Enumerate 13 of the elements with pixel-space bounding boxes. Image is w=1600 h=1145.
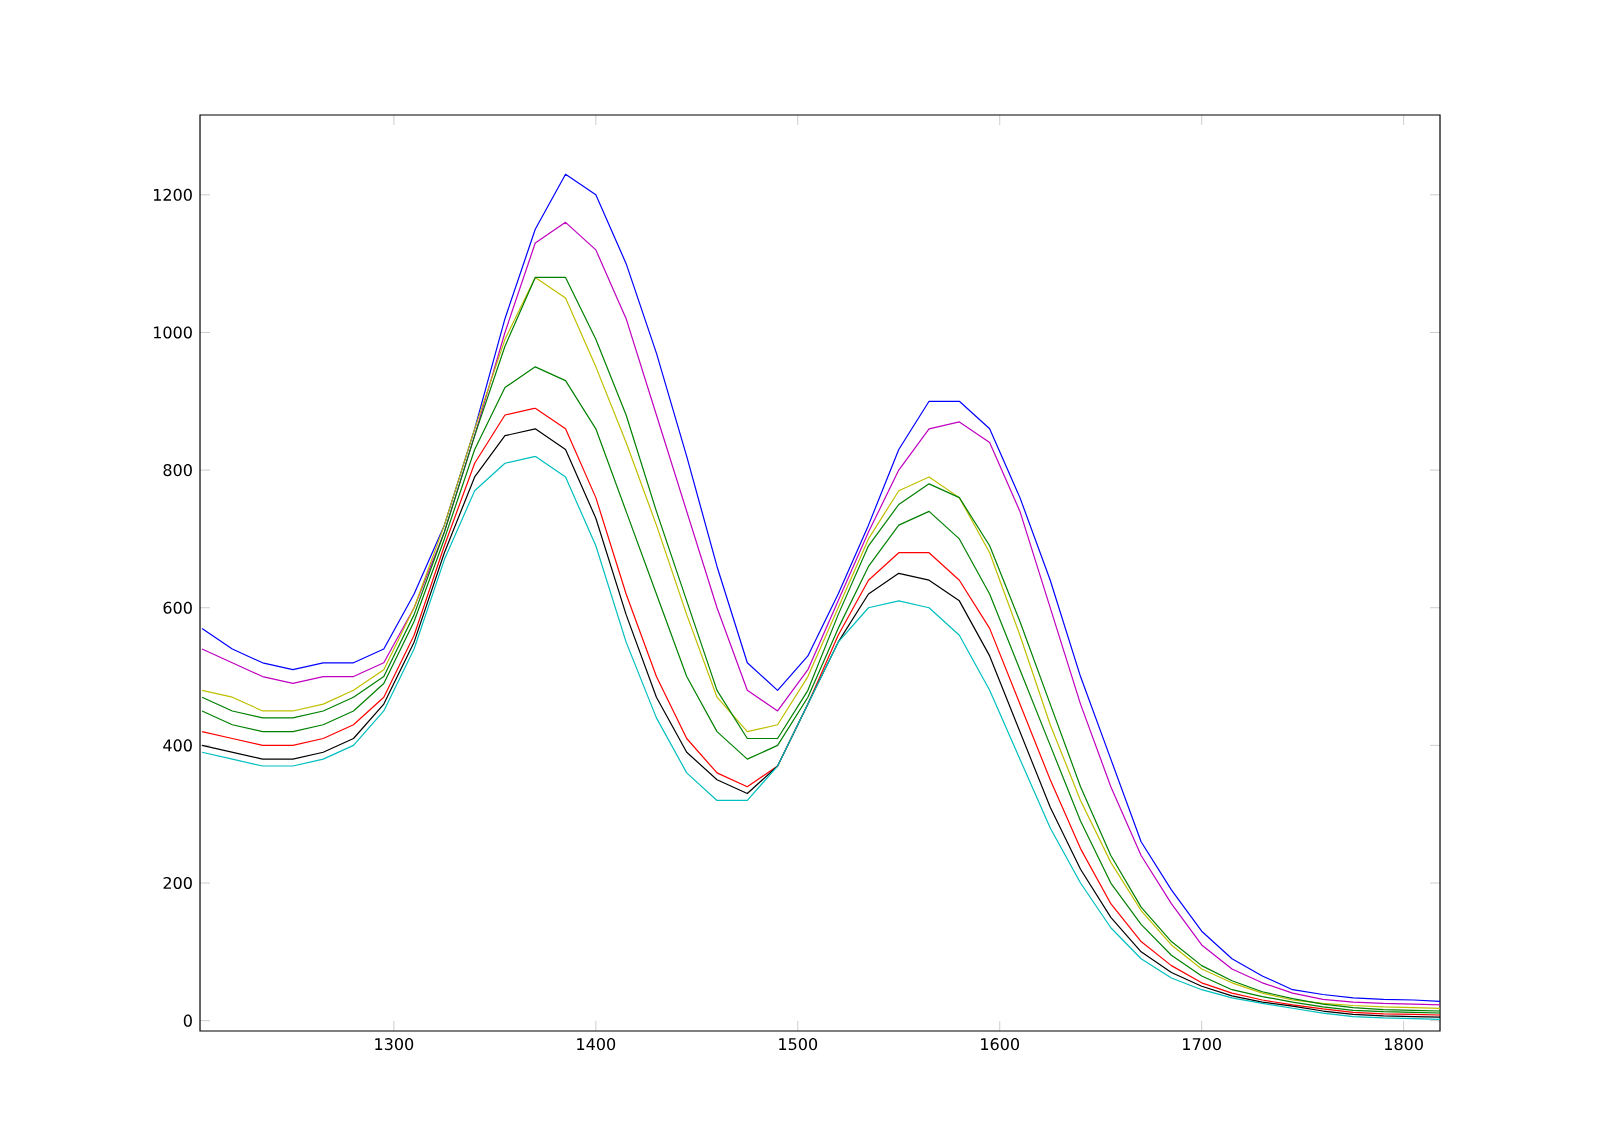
y-tick-label: 200 bbox=[163, 876, 192, 890]
x-tick-label: 1500 bbox=[779, 1038, 818, 1051]
x-tick-label: 1800 bbox=[1385, 1038, 1423, 1051]
x-tick-label: 1400 bbox=[577, 1038, 616, 1051]
x-tick-label: 1700 bbox=[1183, 1038, 1221, 1051]
y-tick-label: 800 bbox=[163, 464, 192, 477]
y-tick-label: 1200 bbox=[153, 188, 192, 201]
y-tick-label: 0 bbox=[183, 1014, 192, 1027]
y-tick-label: 1000 bbox=[153, 326, 192, 339]
y-tick-label: 600 bbox=[163, 601, 192, 614]
x-tick-label: 1300 bbox=[375, 1038, 414, 1051]
y-tick-label: 400 bbox=[163, 739, 192, 752]
x-tick-label: 1600 bbox=[981, 1038, 1020, 1051]
